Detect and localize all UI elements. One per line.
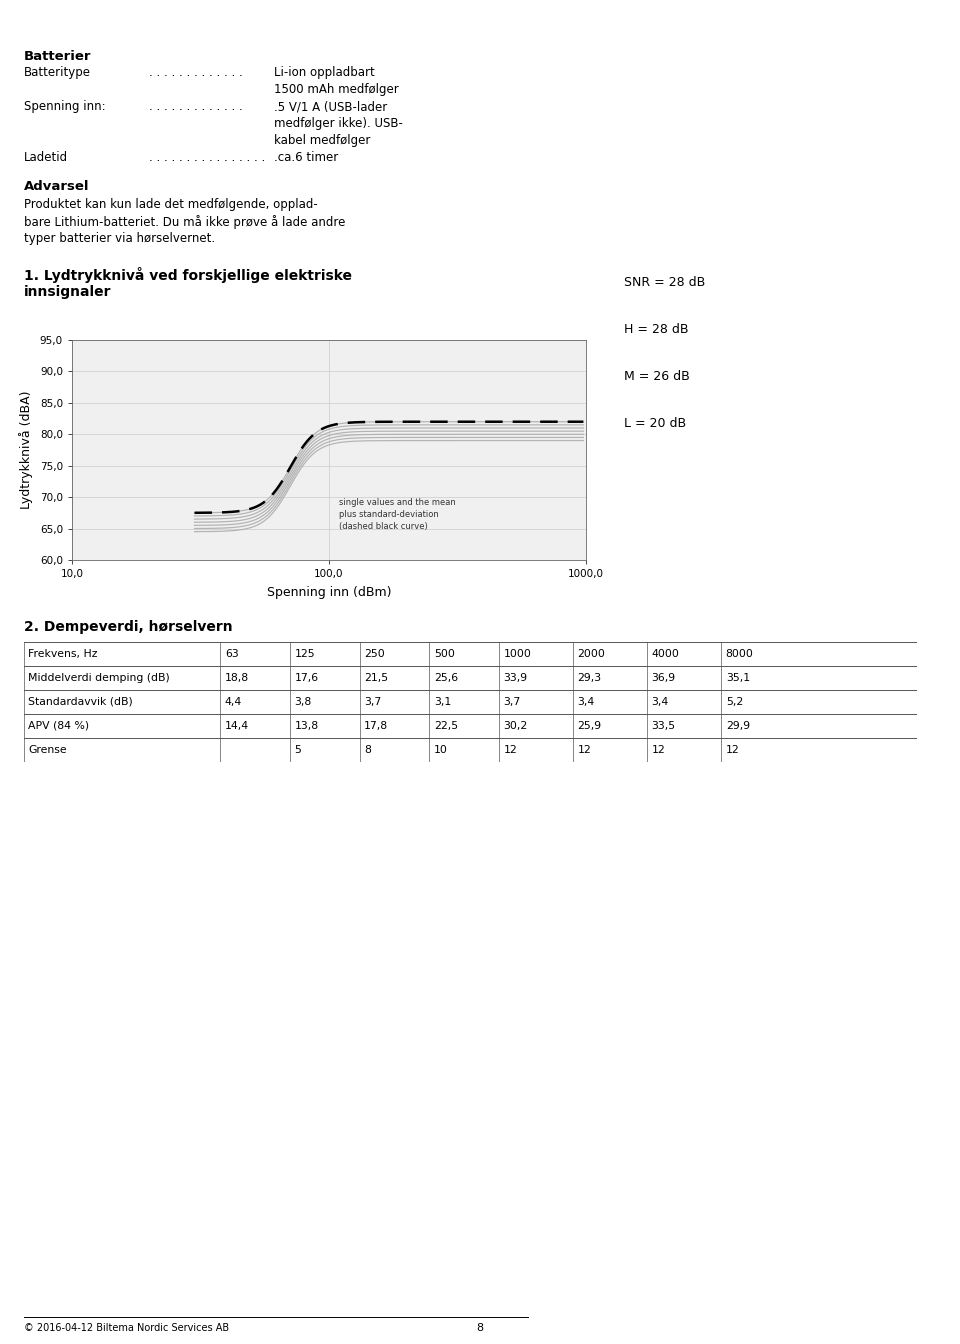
Text: Ladetid: Ladetid — [24, 151, 68, 164]
Text: 33,5: 33,5 — [652, 720, 676, 731]
Text: 10: 10 — [434, 745, 447, 755]
Text: 3,4: 3,4 — [578, 698, 595, 707]
Text: 2. Dempeverdi, hørselvern: 2. Dempeverdi, hørselvern — [24, 620, 232, 634]
Text: 12: 12 — [578, 745, 591, 755]
Text: 12: 12 — [503, 745, 517, 755]
Text: 17,8: 17,8 — [364, 720, 388, 731]
Text: medfølger ikke). USB-: medfølger ikke). USB- — [274, 117, 402, 130]
Text: 4000: 4000 — [652, 649, 680, 659]
Text: bare Lithium-batteriet. Du må ikke prøve å lade andre: bare Lithium-batteriet. Du må ikke prøve… — [24, 215, 346, 228]
Text: Advarsel: Advarsel — [24, 180, 89, 194]
Text: 18,8: 18,8 — [225, 673, 249, 683]
Y-axis label: Lydtrykknivå (dBA): Lydtrykknivå (dBA) — [19, 391, 33, 509]
Text: kabel medfølger: kabel medfølger — [274, 134, 370, 146]
Text: Li-ion oppladbart: Li-ion oppladbart — [274, 66, 374, 79]
Text: Middelverdi demping (dB): Middelverdi demping (dB) — [29, 673, 170, 683]
Text: © 2016-04-12 Biltema Nordic Services AB: © 2016-04-12 Biltema Nordic Services AB — [24, 1322, 229, 1333]
Text: 125: 125 — [295, 649, 315, 659]
Text: 63: 63 — [225, 649, 239, 659]
Text: 5: 5 — [295, 745, 301, 755]
Text: 3,1: 3,1 — [434, 698, 451, 707]
Text: M = 26 dB: M = 26 dB — [624, 370, 689, 383]
Text: 500: 500 — [434, 649, 455, 659]
Text: 33,9: 33,9 — [503, 673, 528, 683]
Text: 12: 12 — [726, 745, 739, 755]
Text: 1000: 1000 — [503, 649, 531, 659]
Text: 1500 mAh medfølger: 1500 mAh medfølger — [274, 83, 398, 95]
Text: 12: 12 — [652, 745, 665, 755]
Text: 8: 8 — [364, 745, 371, 755]
X-axis label: Spenning inn (dBm): Spenning inn (dBm) — [267, 586, 391, 599]
Text: 3,4: 3,4 — [652, 698, 669, 707]
Text: 14,4: 14,4 — [225, 720, 249, 731]
Text: .5 V/1 A (USB-lader: .5 V/1 A (USB-lader — [274, 99, 387, 113]
Text: . . . . . . . . . . . . .: . . . . . . . . . . . . . — [149, 66, 243, 79]
Text: Batterier: Batterier — [24, 50, 91, 63]
Text: single values and the mean
plus standard-deviation
(dashed black curve): single values and the mean plus standard… — [339, 499, 456, 531]
Text: Frekvens, Hz: Frekvens, Hz — [29, 649, 98, 659]
Text: H = 28 dB: H = 28 dB — [624, 323, 688, 336]
Text: innsignaler: innsignaler — [24, 285, 111, 298]
Text: typer batterier via hørselvernet.: typer batterier via hørselvernet. — [24, 233, 215, 245]
Text: 25,6: 25,6 — [434, 673, 458, 683]
Text: 8: 8 — [476, 1322, 484, 1333]
Text: 1. Lydtrykknivå ved forskjellige elektriske: 1. Lydtrykknivå ved forskjellige elektri… — [24, 267, 352, 284]
Text: 35,1: 35,1 — [726, 673, 750, 683]
Text: 29,3: 29,3 — [578, 673, 602, 683]
Text: 3,8: 3,8 — [295, 698, 312, 707]
Text: 2000: 2000 — [578, 649, 606, 659]
Text: Spenning inn:: Spenning inn: — [24, 99, 106, 113]
Text: 5,2: 5,2 — [726, 698, 743, 707]
Text: 30,2: 30,2 — [503, 720, 528, 731]
Text: .ca.6 timer: .ca.6 timer — [274, 151, 338, 164]
Text: 4,4: 4,4 — [225, 698, 242, 707]
Text: 3,7: 3,7 — [364, 698, 381, 707]
Text: 13,8: 13,8 — [295, 720, 319, 731]
Text: 25,9: 25,9 — [578, 720, 602, 731]
Text: 8000: 8000 — [726, 649, 754, 659]
Text: APV (84 %): APV (84 %) — [29, 720, 89, 731]
Text: SNR = 28 dB: SNR = 28 dB — [624, 276, 706, 289]
Text: Art. 23-3207: Art. 23-3207 — [862, 8, 936, 22]
Text: Standardavvik (dB): Standardavvik (dB) — [29, 698, 133, 707]
Text: 29,9: 29,9 — [726, 720, 750, 731]
Text: NO: NO — [30, 9, 49, 19]
Text: . . . . . . . . . . . . . . . .: . . . . . . . . . . . . . . . . — [149, 151, 265, 164]
Text: . . . . . . . . . . . . .: . . . . . . . . . . . . . — [149, 99, 243, 113]
Text: 36,9: 36,9 — [652, 673, 676, 683]
Text: Batteritype: Batteritype — [24, 66, 91, 79]
Text: Grense: Grense — [29, 745, 67, 755]
Text: 22,5: 22,5 — [434, 720, 458, 731]
Text: 17,6: 17,6 — [295, 673, 319, 683]
Text: Produktet kan kun lade det medfølgende, opplad-: Produktet kan kun lade det medfølgende, … — [24, 198, 318, 211]
Text: 3,7: 3,7 — [503, 698, 520, 707]
Text: L = 20 dB: L = 20 dB — [624, 417, 686, 430]
Text: 250: 250 — [364, 649, 385, 659]
Text: ▓▓BILTEMA: ▓▓BILTEMA — [419, 4, 541, 24]
Text: 21,5: 21,5 — [364, 673, 388, 683]
